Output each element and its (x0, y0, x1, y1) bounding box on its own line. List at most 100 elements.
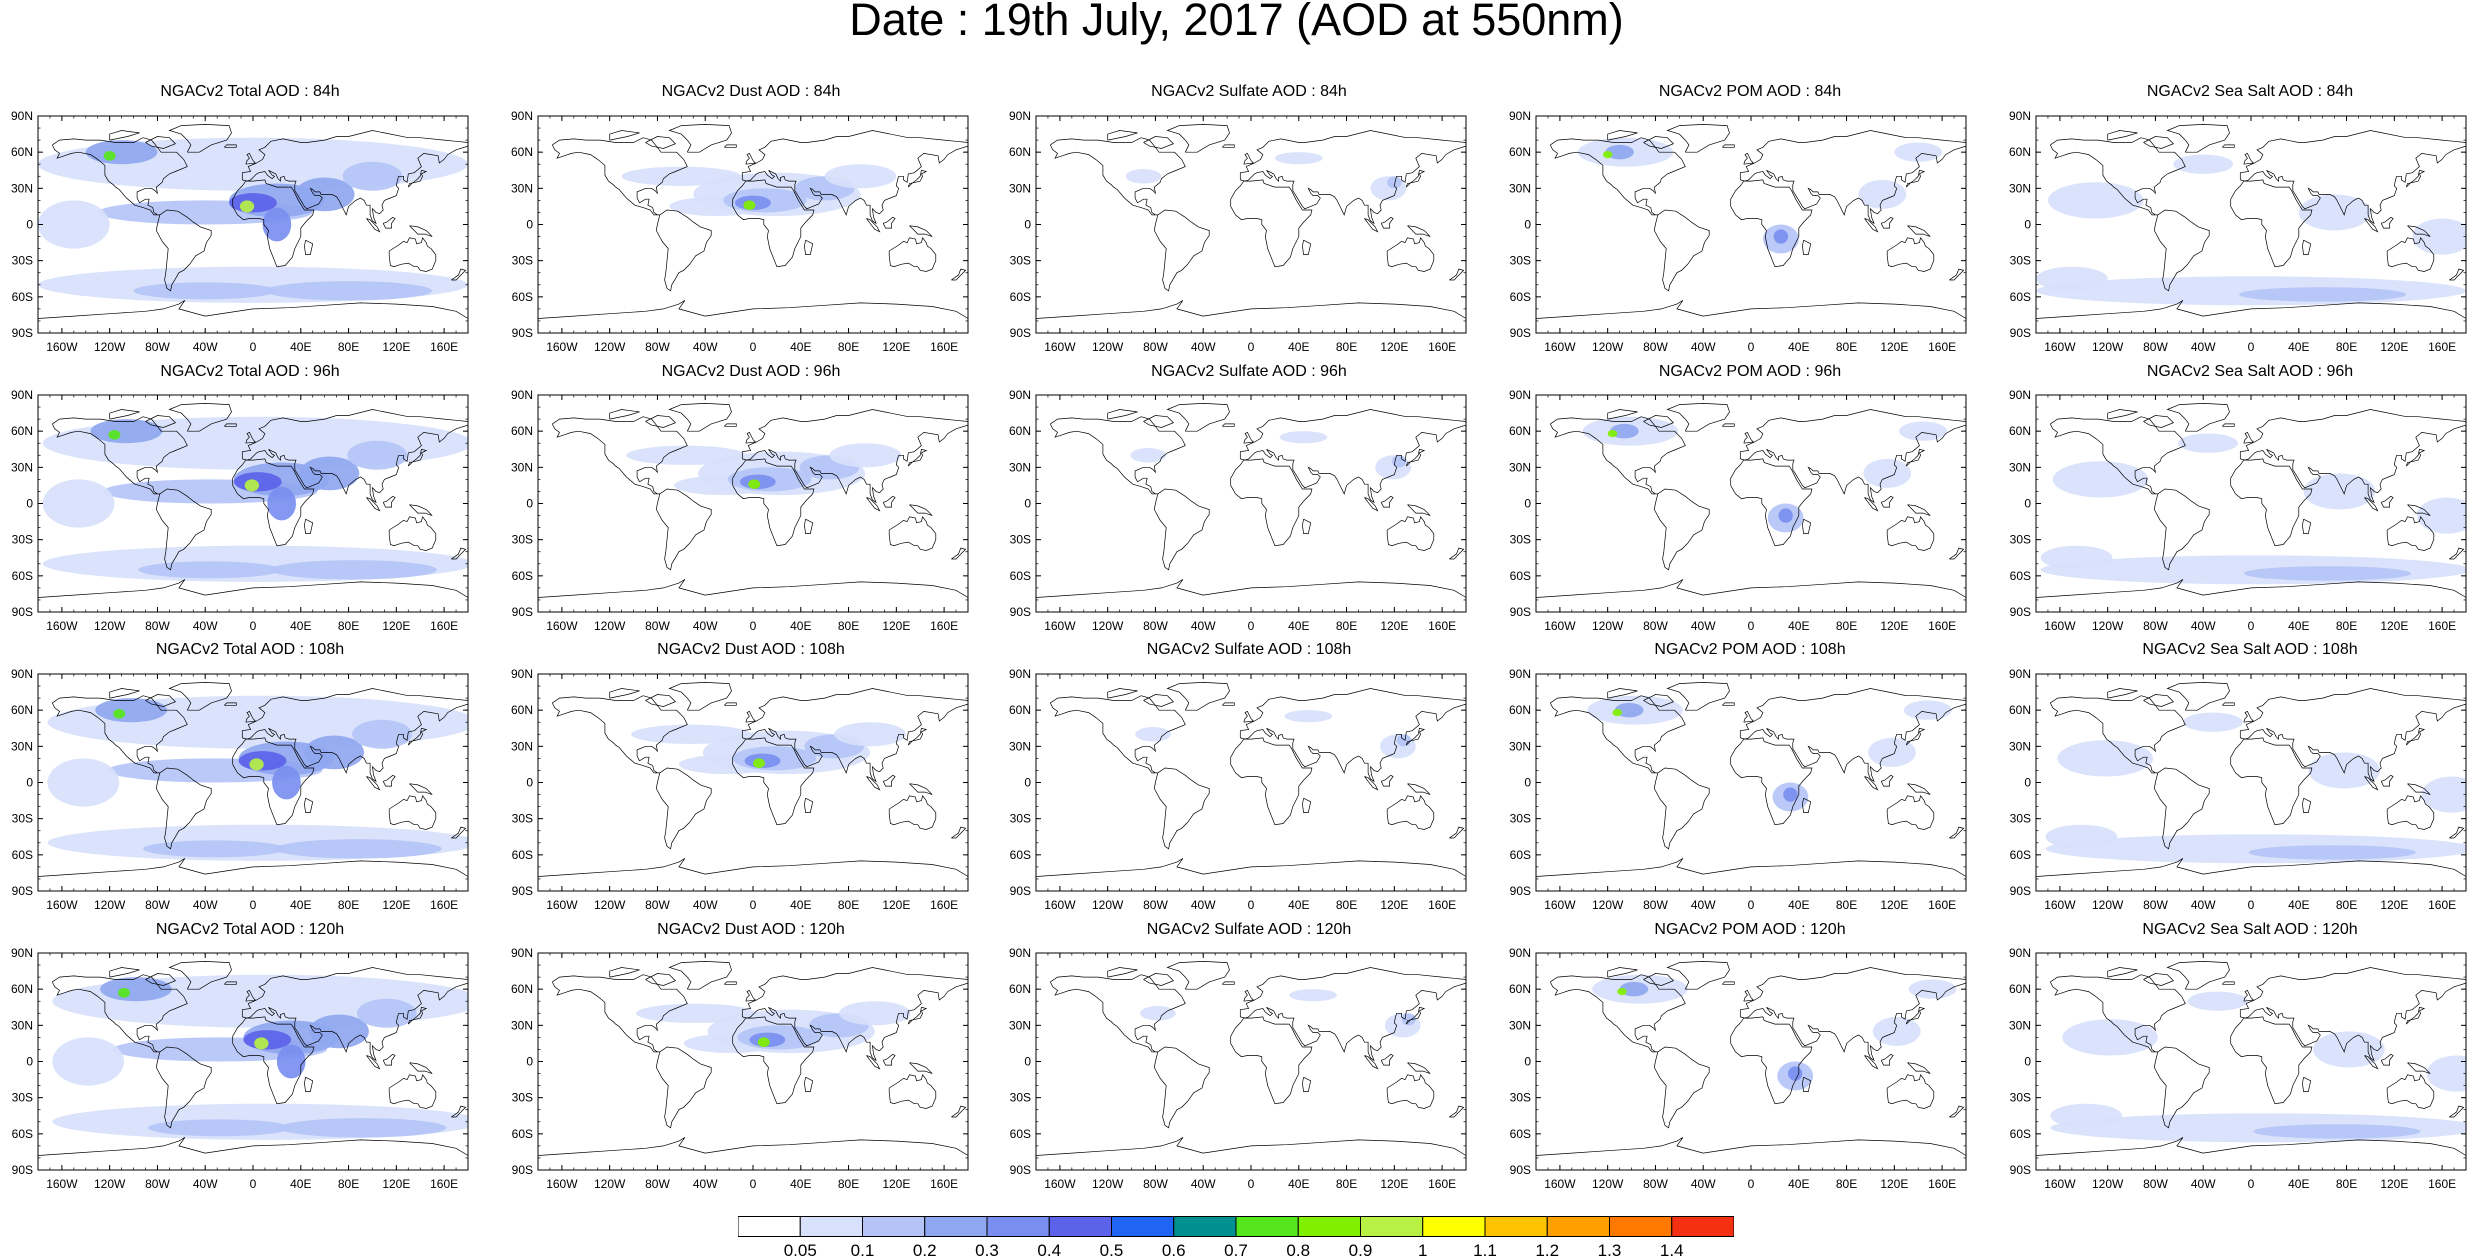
panel-title: NGACv2 Dust AOD : 108h (657, 641, 845, 658)
aod-field (2036, 116, 2466, 333)
coastline (2386, 795, 2435, 830)
lon-tick-label: 120W (2092, 340, 2124, 354)
lon-tick-label: 80E (338, 1177, 359, 1191)
coastline (724, 144, 737, 148)
aod-contour (1602, 150, 1613, 159)
coastline (2222, 144, 2235, 148)
coastline (1380, 216, 1394, 229)
aod-contour (2417, 497, 2466, 534)
coastline (1949, 547, 1965, 560)
lat-tick-label: 90S (1010, 326, 1031, 340)
coastline (407, 448, 428, 467)
coastline (409, 1062, 433, 1074)
aod-field (1536, 116, 1966, 333)
coastline (409, 225, 433, 237)
lon-tick-label: 160E (2428, 1177, 2456, 1191)
lat-tick-label: 90N (2009, 388, 2031, 402)
coastline (109, 967, 140, 978)
lat-tick-label: 90S (1510, 1163, 1531, 1177)
coastline (2407, 783, 2431, 795)
panel-title: NGACv2 Sea Salt AOD : 84h (2146, 83, 2354, 100)
lat-tick-label: 30S (2010, 1091, 2031, 1105)
coastline (2143, 694, 2175, 707)
lon-tick-label: 160W (1544, 1177, 1576, 1191)
lon-tick-label: 120W (1092, 898, 1124, 912)
colorbar-swatch (986, 1216, 1050, 1237)
coastline (241, 688, 468, 783)
coastline (741, 688, 968, 783)
coastline (951, 547, 967, 560)
lon-tick-label: 80E (838, 898, 859, 912)
coastline (1364, 776, 1379, 791)
coastline (145, 694, 177, 707)
lon-tick-label: 80E (338, 340, 359, 354)
coastline (155, 488, 212, 571)
lat-tick-label: 0 (26, 776, 33, 790)
lat-tick-label: 60N (1009, 424, 1031, 438)
colorbar-label: 0.9 (1349, 1241, 1373, 1260)
aod-contour (2062, 1019, 2158, 1056)
coastline (245, 710, 257, 723)
lon-tick-label: 40W (1191, 340, 1216, 354)
lat-tick-label: 90N (1009, 109, 1031, 123)
coastline (2222, 423, 2235, 427)
lat-tick-label: 30N (2009, 460, 2031, 474)
coastline (1239, 688, 1466, 783)
coastline (232, 458, 315, 547)
coastline (1222, 702, 1235, 706)
coastline (1739, 688, 1966, 783)
coastline (1239, 967, 1466, 1062)
coastline (745, 152, 757, 165)
coastline (1880, 774, 1894, 787)
coastlines (538, 124, 968, 319)
colorbar-label: 0.5 (1100, 1241, 1124, 1260)
coastline (1407, 225, 1431, 237)
lat-tick-label: 30N (1509, 460, 1531, 474)
lon-tick-label: 160W (1044, 898, 1076, 912)
lon-tick-label: 40E (290, 340, 311, 354)
lon-tick-label: 120E (2380, 1177, 2408, 1191)
coastline (907, 1006, 928, 1025)
colorbar-swatch (1297, 1216, 1361, 1237)
lon-tick-label: 80W (645, 898, 670, 912)
panel-title: NGACv2 Sulfate AOD : 108h (1146, 641, 1352, 658)
lon-tick-label: 120E (1880, 1177, 1908, 1191)
lon-tick-label: 160W (46, 898, 78, 912)
lon-tick-label: 120E (1880, 898, 1908, 912)
lat-tick-label: 90N (511, 388, 533, 402)
coastline (224, 981, 237, 985)
colorbar-swatch (1422, 1216, 1486, 1237)
coastline (232, 179, 315, 268)
aod-contour (1387, 176, 1402, 189)
lat-tick-label: 30S (12, 1091, 33, 1105)
coastline (2302, 797, 2312, 813)
coastline (2407, 225, 2431, 237)
coastline (366, 497, 381, 512)
colorbar-label: 0.1 (851, 1241, 875, 1260)
colorbar-label: 0.7 (1224, 1241, 1248, 1260)
coastline (907, 727, 928, 746)
lon-tick-label: 120E (2380, 340, 2408, 354)
coastline (1364, 218, 1379, 233)
lat-tick-label: 90N (2009, 946, 2031, 960)
lon-tick-label: 40E (2288, 340, 2309, 354)
colorbar-swatch (1609, 1216, 1673, 1237)
aod-contour (2308, 752, 2380, 789)
coastline (882, 774, 896, 787)
lon-tick-label: 160E (2428, 619, 2456, 633)
coastline (1143, 694, 1175, 707)
aod-contour (824, 164, 897, 189)
lat-tick-label: 30S (512, 254, 533, 268)
lat-tick-label: 30S (1010, 812, 1031, 826)
coastline (1230, 179, 1313, 268)
coastline (409, 783, 433, 795)
coastline (1386, 516, 1435, 551)
lon-tick-label: 120W (1592, 619, 1624, 633)
coastline (2230, 737, 2313, 826)
aod-contour (2036, 266, 2108, 291)
coastline (1864, 218, 1879, 233)
aod-contour (276, 1044, 306, 1079)
lat-tick-label: 30N (511, 739, 533, 753)
